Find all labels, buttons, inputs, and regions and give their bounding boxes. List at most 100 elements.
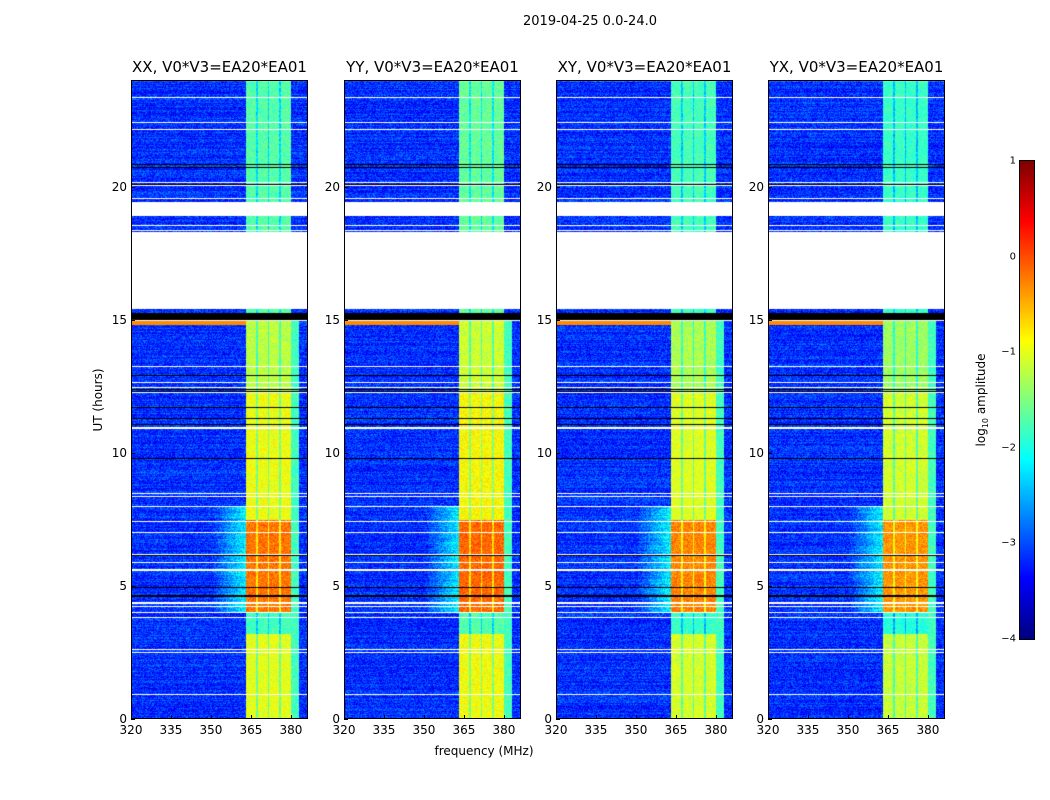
waterfall-panel-2: YY, V0*V3=EA20*EA01 0 5 10 15 20 320 335 350 365 3… bbox=[325, 58, 521, 737]
x-tick-label: 365 bbox=[239, 723, 263, 737]
colorbar-tick-label: 0 bbox=[1009, 251, 1016, 263]
x-tick-label: 335 bbox=[159, 723, 183, 737]
y-tick-mark bbox=[131, 452, 135, 454]
x-tick-mark bbox=[635, 715, 637, 719]
y-tick-mark bbox=[768, 585, 772, 587]
y-tick-mark bbox=[556, 319, 560, 321]
y-tick-mark bbox=[344, 452, 348, 454]
x-tick-label: 380 bbox=[704, 723, 728, 737]
x-tick-label: 365 bbox=[664, 723, 688, 737]
waterfall-panel-3: XY, V0*V3=EA20*EA01 0 5 10 15 20 320 335 350 365 3… bbox=[537, 58, 733, 737]
y-tick-mark bbox=[768, 319, 772, 321]
x-tick-label: 380 bbox=[492, 723, 516, 737]
y-tick-label: 20 bbox=[536, 179, 552, 194]
y-tick-label: 10 bbox=[111, 445, 127, 460]
y-tick-label: 5 bbox=[544, 578, 552, 593]
y-tick-label: 20 bbox=[324, 179, 340, 194]
y-tick-mark bbox=[131, 719, 135, 720]
x-tick-label: 380 bbox=[916, 723, 940, 737]
x-tick-label: 350 bbox=[199, 723, 223, 737]
y-tick-mark bbox=[131, 585, 135, 587]
x-tick-mark bbox=[675, 715, 677, 719]
colorbar-tick-label: −4 bbox=[1001, 633, 1016, 645]
x-tick-label: 335 bbox=[796, 723, 820, 737]
y-tick-mark bbox=[344, 319, 348, 321]
y-axis-label: UT (hours) bbox=[91, 368, 105, 432]
y-tick-mark bbox=[131, 319, 135, 321]
colorbar-tick-label: −1 bbox=[1001, 346, 1016, 358]
waterfall-panel-4: YX, V0*V3=EA20*EA01 0 5 10 15 20 320 335 350 365 3… bbox=[749, 58, 945, 737]
x-tick-mark bbox=[383, 715, 385, 719]
x-tick-mark bbox=[503, 715, 505, 719]
y-tick-mark bbox=[556, 585, 560, 587]
x-tick-label: 320 bbox=[119, 723, 143, 737]
x-tick-mark bbox=[556, 715, 557, 719]
y-tick-label: 5 bbox=[756, 578, 764, 593]
x-tick-label: 320 bbox=[756, 723, 780, 737]
y-tick-mark bbox=[768, 452, 772, 454]
x-tick-mark bbox=[210, 715, 212, 719]
y-tick-label: 15 bbox=[748, 312, 764, 327]
x-tick-mark bbox=[715, 715, 717, 719]
y-tick-label: 10 bbox=[324, 445, 340, 460]
x-tick-label: 365 bbox=[876, 723, 900, 737]
x-tick-label: 380 bbox=[279, 723, 303, 737]
x-tick-label: 320 bbox=[544, 723, 568, 737]
colorbar: 1 0 −1 −2 −3 −4 bbox=[1001, 156, 1035, 645]
y-tick-mark bbox=[768, 719, 772, 720]
heatmap-image bbox=[344, 80, 521, 719]
x-tick-mark bbox=[847, 715, 849, 719]
y-tick-mark bbox=[556, 719, 560, 720]
y-tick-mark bbox=[131, 186, 135, 188]
x-tick-mark bbox=[887, 715, 889, 719]
y-tick-mark bbox=[344, 585, 348, 587]
colorbar-tick-label: −2 bbox=[1001, 442, 1016, 454]
x-tick-label: 350 bbox=[624, 723, 648, 737]
x-tick-label: 335 bbox=[372, 723, 396, 737]
x-tick-mark bbox=[768, 715, 769, 719]
x-tick-mark bbox=[595, 715, 597, 719]
x-tick-mark bbox=[927, 715, 929, 719]
y-tick-label: 0 bbox=[332, 712, 340, 726]
x-tick-mark bbox=[250, 715, 252, 719]
heatmap-image bbox=[131, 80, 308, 719]
colorbar-gradient bbox=[1020, 161, 1034, 639]
x-tick-label: 350 bbox=[836, 723, 860, 737]
x-axis-label: frequency (MHz) bbox=[434, 744, 534, 758]
y-tick-label: 5 bbox=[119, 578, 127, 593]
x-tick-mark bbox=[290, 715, 292, 719]
y-tick-label: 10 bbox=[748, 445, 764, 460]
x-tick-label: 335 bbox=[584, 723, 608, 737]
x-tick-mark bbox=[463, 715, 465, 719]
y-tick-label: 0 bbox=[119, 712, 127, 726]
y-tick-label: 15 bbox=[536, 312, 552, 327]
figure-title: 2019-04-25 0.0-24.0 bbox=[523, 14, 657, 29]
x-tick-label: 365 bbox=[452, 723, 476, 737]
x-tick-mark bbox=[807, 715, 809, 719]
y-tick-mark bbox=[344, 186, 348, 188]
colorbar-tick-label: 1 bbox=[1009, 155, 1016, 167]
heatmap-image bbox=[556, 80, 733, 719]
x-tick-mark bbox=[423, 715, 425, 719]
heatmap-image bbox=[768, 80, 945, 719]
y-tick-label: 15 bbox=[324, 312, 340, 327]
panel-title: YX, V0*V3=EA20*EA01 bbox=[769, 58, 944, 76]
y-tick-label: 0 bbox=[544, 712, 552, 726]
waterfall-panel-1: XX, V0*V3=EA20*EA01 0 5 10 15 20 320 335 350 365 3… bbox=[112, 58, 308, 737]
y-tick-mark bbox=[556, 452, 560, 454]
colorbar-label: log10 amplitude bbox=[973, 353, 991, 447]
x-tick-label: 320 bbox=[332, 723, 356, 737]
y-tick-label: 20 bbox=[748, 179, 764, 194]
y-tick-mark bbox=[344, 719, 348, 720]
x-tick-mark bbox=[131, 715, 132, 719]
y-tick-label: 0 bbox=[756, 712, 764, 726]
panel-title: YY, V0*V3=EA20*EA01 bbox=[346, 58, 519, 76]
colorbar-tick-label: −3 bbox=[1001, 537, 1016, 549]
y-tick-label: 10 bbox=[536, 445, 552, 460]
panel-title: XY, V0*V3=EA20*EA01 bbox=[557, 58, 732, 76]
y-tick-label: 15 bbox=[111, 312, 127, 327]
x-tick-mark bbox=[344, 715, 345, 719]
y-tick-mark bbox=[556, 186, 560, 188]
y-tick-label: 5 bbox=[332, 578, 340, 593]
